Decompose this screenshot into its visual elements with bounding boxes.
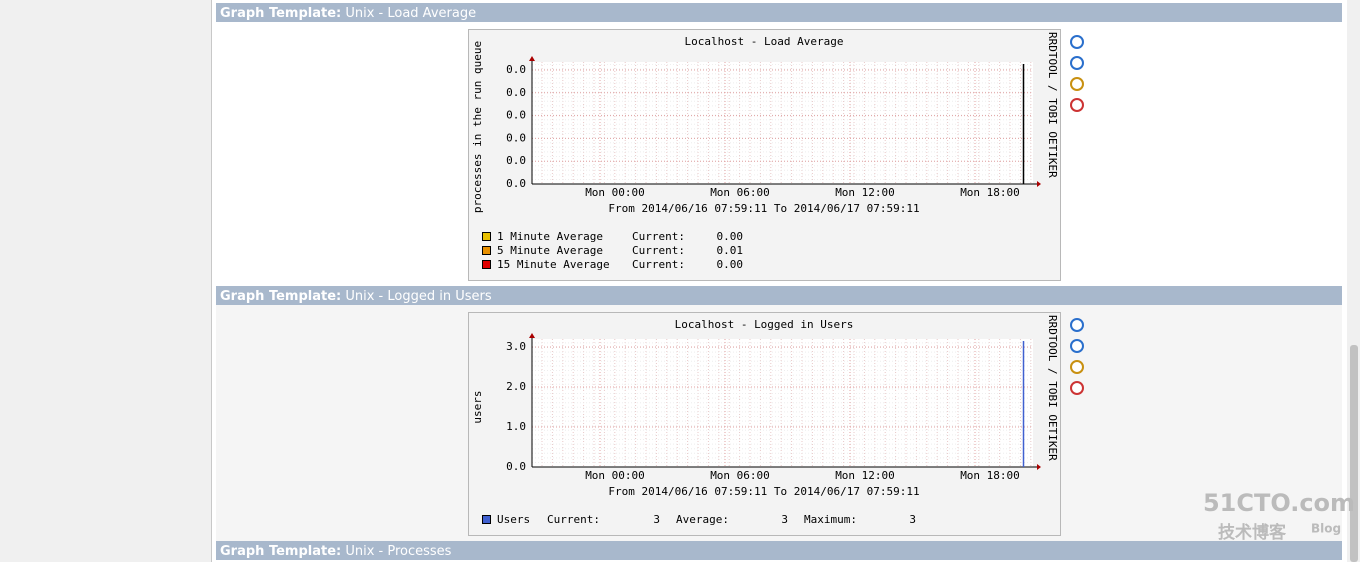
y-tick-label: 0.0	[506, 63, 526, 76]
legend-text: 0.00	[717, 230, 744, 243]
legend-text: 15 Minute Average	[497, 258, 610, 271]
x-tick-label: Mon 00:00	[585, 186, 645, 199]
legend-text: 5 Minute Average	[497, 244, 603, 257]
x-tick-label: Mon 06:00	[710, 186, 770, 199]
legend-text: Users	[497, 513, 530, 526]
action-icon[interactable]	[1070, 360, 1084, 374]
range: From 2014/06/16 07:59:11 To 2014/06/17 0…	[608, 485, 919, 498]
x-tick-label: Mon 18:00	[960, 186, 1020, 199]
action-icon[interactable]	[1070, 98, 1084, 112]
action-icon[interactable]	[1070, 56, 1084, 70]
legend-swatch	[482, 515, 491, 524]
watermark-brand: 51CTO.com	[1203, 489, 1355, 517]
y-tick-label: 1.0	[506, 420, 526, 433]
legend-swatch	[482, 232, 491, 241]
legend-text: 3	[781, 513, 788, 526]
graph-title: Localhost - Logged in Users	[675, 318, 854, 331]
left-panel	[0, 0, 211, 562]
rrd-credit: RRDTOOL / TOBI OETIKER	[1046, 32, 1059, 178]
y-axis-label: processes in the run queue	[471, 41, 484, 213]
y-tick-label: 0.0	[506, 154, 526, 167]
header: Graph Template: Unix - Load Average	[220, 6, 476, 21]
arrow	[529, 333, 535, 338]
x-tick-label: Mon 12:00	[835, 469, 895, 482]
legend-text: Current:	[632, 244, 685, 257]
x-tick-label: Mon 12:00	[835, 186, 895, 199]
header-label: Graph Template:	[220, 544, 341, 559]
y-tick-label: 0.0	[506, 86, 526, 99]
legend-swatch	[482, 246, 491, 255]
header-value: Unix - Load Average	[341, 6, 476, 21]
header-value: Unix - Logged in Users	[341, 289, 492, 304]
legend-text: 3	[909, 513, 916, 526]
y-tick-label: 0.0	[506, 460, 526, 473]
header-label: Graph Template:	[220, 6, 341, 21]
legend-text: 0.00	[717, 258, 744, 271]
y-tick-label: 0.0	[506, 109, 526, 122]
arrow	[1037, 181, 1041, 187]
header-bar	[216, 286, 1342, 305]
action-icon[interactable]	[1070, 381, 1084, 395]
header-label: Graph Template:	[220, 289, 341, 304]
action-icon[interactable]	[1070, 35, 1084, 49]
y-tick-label: 0.0	[506, 131, 526, 144]
graph-title: Localhost - Load Average	[685, 35, 844, 48]
y-tick-label: 2.0	[506, 380, 526, 393]
action-icon[interactable]	[1070, 77, 1084, 91]
x-tick-label: Mon 00:00	[585, 469, 645, 482]
legend-swatch	[482, 260, 491, 269]
range: From 2014/06/16 07:59:11 To 2014/06/17 0…	[608, 202, 919, 215]
action-icon[interactable]	[1070, 339, 1084, 353]
watermark-blog: Blog	[1311, 522, 1341, 536]
legend-text: 0.01	[717, 244, 744, 257]
header: Graph Template: Unix - Processes	[220, 544, 452, 559]
legend-text: Average:	[676, 513, 729, 526]
arrow	[529, 56, 535, 61]
y-tick-label: 3.0	[506, 340, 526, 353]
scroll-thumb[interactable]	[1350, 345, 1358, 562]
rrd-credit: RRDTOOL / TOBI OETIKER	[1046, 315, 1059, 461]
legend-text: Current:	[632, 258, 685, 271]
legend-text: 3	[653, 513, 660, 526]
action-icon[interactable]	[1070, 318, 1084, 332]
x-tick-label: Mon 18:00	[960, 469, 1020, 482]
watermark-sub: 技术博客	[1218, 522, 1287, 543]
header-bar	[216, 541, 1342, 560]
legend-text: 1 Minute Average	[497, 230, 603, 243]
legend-text: Current:	[632, 230, 685, 243]
plot-area	[532, 62, 1033, 184]
header-bar	[216, 3, 1342, 22]
legend-text: Maximum:	[804, 513, 857, 526]
y-tick-label: 0.0	[506, 177, 526, 190]
header: Graph Template: Unix - Logged in Users	[220, 289, 492, 304]
arrow	[1037, 464, 1041, 470]
x-tick-label: Mon 06:00	[710, 469, 770, 482]
header-value: Unix - Processes	[341, 544, 451, 559]
legend-text: Current:	[547, 513, 600, 526]
y-axis-label: users	[471, 390, 484, 423]
